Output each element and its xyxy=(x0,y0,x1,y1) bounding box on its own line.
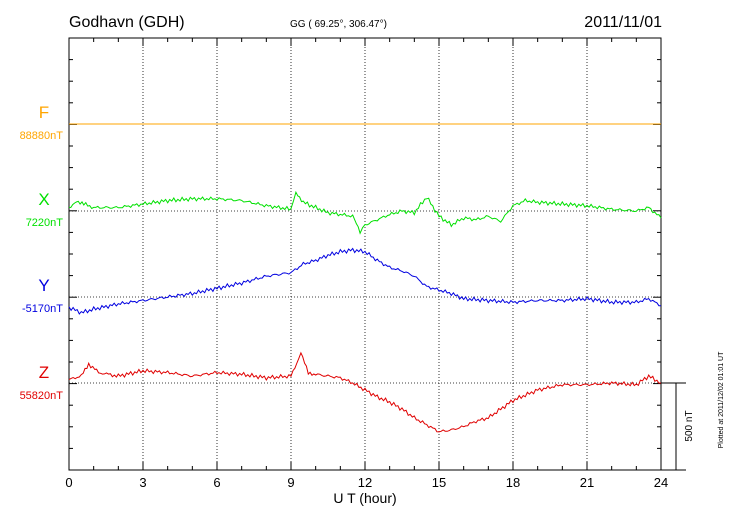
x-tick-label: 21 xyxy=(580,475,594,490)
scale-bar: 500 nT xyxy=(661,382,695,471)
series-name-z: Z xyxy=(39,363,49,382)
x-tick-label: 18 xyxy=(506,475,520,490)
series-name-f: F xyxy=(39,103,49,122)
series-line-y xyxy=(68,247,661,315)
series-layer xyxy=(68,123,662,433)
date-label: 2011/11/01 xyxy=(584,14,662,31)
series-baseline-f: 88880nT xyxy=(20,130,64,142)
plotted-timestamp: Plotted at 2011/12/02 01:01 UT xyxy=(718,351,725,448)
x-tick-label: 15 xyxy=(432,475,446,490)
x-tick-label: 12 xyxy=(358,475,372,490)
x-tick-label: 0 xyxy=(65,475,72,490)
series-line-z xyxy=(68,351,662,433)
series-baseline-x: 7220nT xyxy=(26,217,64,229)
x-tick-label: 3 xyxy=(139,475,146,490)
grid-lines xyxy=(69,38,661,470)
station-coords: GG ( 69.25°, 306.47°) xyxy=(290,19,387,30)
series-baseline-y: -5170nT xyxy=(22,303,63,315)
series-name-y: Y xyxy=(38,276,49,295)
axis-ticks: 0 3 6 9 12 15 18 21 24 xyxy=(65,37,668,490)
x-tick-label: 24 xyxy=(654,475,668,490)
series-line-x xyxy=(68,190,662,235)
series-labels: F 88880nT X 7220nT Y -5170nT Z 55820nT xyxy=(20,103,64,402)
x-tick-label: 9 xyxy=(287,475,294,490)
scale-bar-label: 500 nT xyxy=(684,410,695,441)
series-baseline-z: 55820nT xyxy=(20,390,64,402)
series-name-x: X xyxy=(38,190,49,209)
station-title: Godhavn (GDH) xyxy=(69,14,185,31)
x-tick-label: 6 xyxy=(213,475,220,490)
x-axis-label: U T (hour) xyxy=(333,490,396,506)
